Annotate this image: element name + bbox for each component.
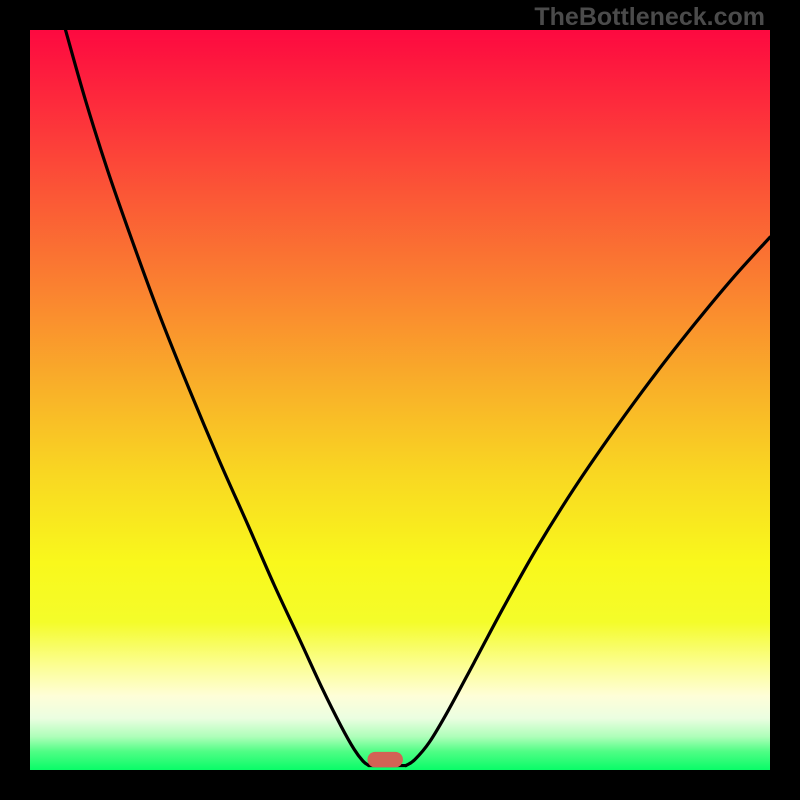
- watermark-text: TheBottleneck.com: [534, 3, 765, 32]
- gradient-background: [30, 30, 770, 770]
- plot-area: [30, 30, 770, 770]
- optimal-marker: [367, 752, 403, 768]
- bottleneck-chart: [30, 30, 770, 770]
